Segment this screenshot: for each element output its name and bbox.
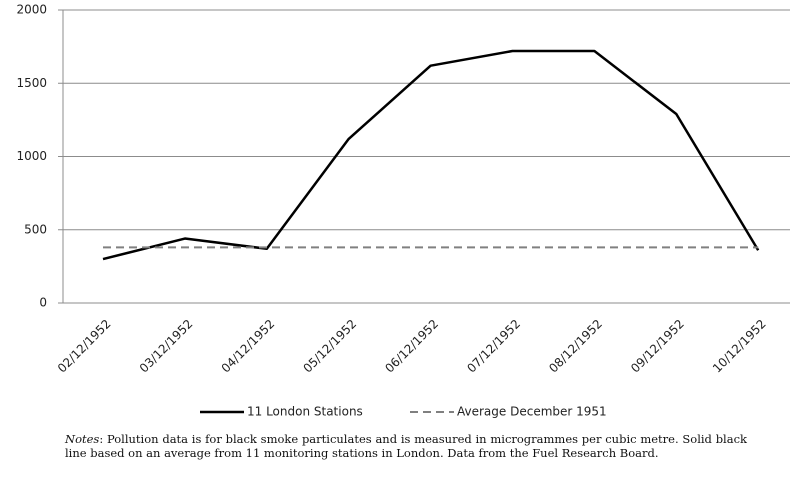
x-tick-label: 09/12/1952 <box>628 317 687 376</box>
notes-label: Notes <box>65 432 100 446</box>
y-tick-label: 0 <box>39 296 47 310</box>
legend-label: Average December 1951 <box>457 405 607 419</box>
y-tick-label: 500 <box>24 222 47 236</box>
x-tick-label: 07/12/1952 <box>464 317 523 376</box>
x-tick-label: 06/12/1952 <box>382 317 441 376</box>
x-tick-label: 02/12/1952 <box>55 317 114 376</box>
y-tick-label: 1500 <box>16 76 47 90</box>
y-tick-label: 1000 <box>16 149 47 163</box>
x-tick-label: 03/12/1952 <box>137 317 196 376</box>
legend-label: 11 London Stations <box>247 405 363 419</box>
x-tick-label: 08/12/1952 <box>546 317 605 376</box>
x-tick-label: 10/12/1952 <box>710 317 769 376</box>
notes: Notes: Pollution data is for black smoke… <box>65 432 747 460</box>
series-line <box>102 49 760 261</box>
x-tick-label: 05/12/1952 <box>300 317 359 376</box>
notes-text: : Pollution data is for black smoke part… <box>65 432 747 460</box>
chart: 0 500 1000 1500 2000 02/12/1952 03/12/1952 04/1… <box>16 3 790 419</box>
x-tick-label: 04/12/1952 <box>219 317 278 376</box>
y-tick-label: 2000 <box>16 3 47 17</box>
